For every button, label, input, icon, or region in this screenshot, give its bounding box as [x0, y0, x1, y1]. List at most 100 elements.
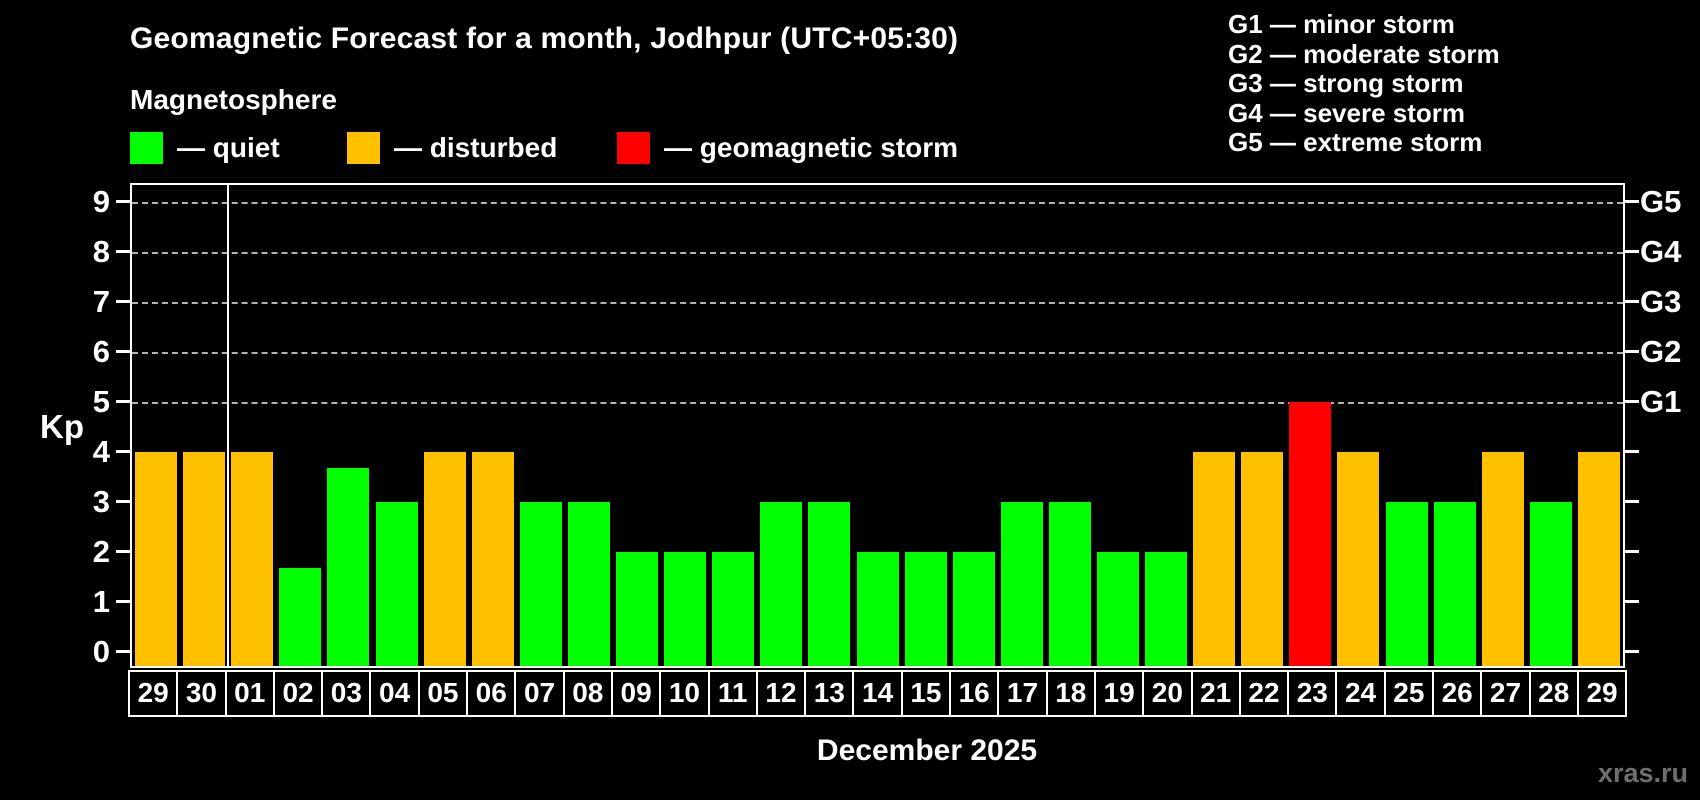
day-label-12: 12 [755, 670, 807, 717]
day-label-18: 18 [1045, 670, 1096, 717]
kp-bar-day-04 [375, 501, 418, 666]
right-axis-label-G5: G5 [1640, 183, 1682, 219]
y-axis-label-9: 9 [92, 183, 110, 219]
kp-bar-day-01 [231, 451, 274, 666]
day-label-23: 23 [1287, 670, 1338, 717]
day-label-13: 13 [804, 670, 855, 717]
x-axis-title: December 2025 [816, 734, 1038, 767]
legend-swatch-storm [617, 132, 650, 164]
day-label-02: 02 [272, 670, 324, 717]
kp-bar-day-25 [1385, 501, 1428, 666]
right-axis-label-G1: G1 [1640, 383, 1682, 419]
day-label-05: 05 [417, 670, 469, 717]
left-axis-tick [116, 250, 130, 253]
left-axis-tick [116, 300, 130, 303]
right-axis-tick [1625, 250, 1639, 253]
legend-item-quiet: — quiet [130, 131, 280, 165]
day-label-09: 09 [610, 670, 662, 717]
gridline-kp-6 [132, 351, 1623, 354]
right-axis-tick [1625, 650, 1639, 653]
right-axis-label-G3: G3 [1640, 283, 1682, 319]
plot-area [130, 183, 1625, 668]
g-scale-legend-line-2: G2 — moderate storm [1228, 38, 1500, 69]
left-axis-tick [116, 200, 130, 203]
chart-title: Geomagnetic Forecast for a month, Jodhpu… [130, 22, 959, 55]
legend-item-storm: — geomagnetic storm [617, 131, 958, 165]
day-label-30: 30 [176, 670, 227, 717]
right-axis-tick [1625, 300, 1639, 303]
kp-bar-day-13 [808, 501, 851, 666]
kp-bar-day-14 [856, 551, 899, 666]
day-label-07: 07 [514, 670, 565, 717]
kp-bar-day-27 [1481, 451, 1524, 666]
left-axis-tick [116, 450, 130, 453]
kp-bar-day-23 [1289, 401, 1332, 666]
right-axis-tick [1625, 600, 1639, 603]
kp-bar-day-07 [519, 501, 562, 666]
day-label-03: 03 [321, 670, 372, 717]
day-label-16: 16 [949, 670, 1000, 717]
day-label-21: 21 [1190, 670, 1241, 717]
day-label-19: 19 [1093, 670, 1145, 717]
right-axis-tick [1625, 450, 1639, 453]
day-label-15: 15 [900, 670, 952, 717]
legend-item-disturbed: — disturbed [347, 131, 557, 165]
day-label-04: 04 [369, 670, 420, 717]
legend-swatch-quiet [130, 132, 163, 164]
y-axis-label-2: 2 [92, 533, 110, 569]
y-axis-title: Kp [40, 408, 84, 445]
kp-bar-day-06 [471, 451, 514, 666]
right-axis-tick [1625, 400, 1639, 403]
kp-bar-day-17 [1000, 501, 1043, 666]
kp-bar-day-03 [327, 468, 370, 666]
right-axis-label-G2: G2 [1640, 333, 1682, 369]
y-axis-label-3: 3 [92, 483, 110, 519]
kp-bar-day-30 [183, 451, 226, 666]
chart-subtitle: Magnetosphere [130, 84, 337, 115]
y-axis-label-5: 5 [92, 383, 110, 419]
day-label-27: 27 [1480, 670, 1531, 717]
day-label-28: 28 [1528, 670, 1579, 717]
gridline-kp-5 [132, 401, 1623, 404]
left-axis-tick [116, 500, 130, 503]
left-axis-tick [116, 600, 130, 603]
right-axis-tick [1625, 550, 1639, 553]
left-axis-tick [116, 400, 130, 403]
watermark: xras.ru [1597, 758, 1688, 788]
kp-bar-day-08 [567, 501, 610, 666]
legend-label-quiet: — quiet [177, 132, 280, 163]
left-axis-tick [116, 650, 130, 653]
day-label-17: 17 [997, 670, 1048, 717]
kp-bar-day-21 [1193, 451, 1236, 666]
gridline-kp-9 [132, 201, 1623, 204]
kp-bar-day-11 [712, 551, 755, 666]
day-label-10: 10 [659, 670, 710, 717]
day-label-01: 01 [224, 670, 275, 717]
y-axis-label-0: 0 [92, 633, 110, 669]
day-label-14: 14 [852, 670, 903, 717]
left-axis-tick [116, 550, 130, 553]
y-axis-label-6: 6 [92, 333, 110, 369]
y-axis-label-7: 7 [92, 283, 110, 319]
g-scale-legend-line-4: G4 — severe storm [1228, 97, 1466, 128]
kp-bar-day-19 [1096, 551, 1139, 666]
y-axis-label-4: 4 [92, 433, 110, 469]
legend-swatch-disturbed [347, 132, 380, 164]
day-label-06: 06 [466, 670, 517, 717]
day-label-26: 26 [1432, 670, 1483, 717]
kp-bar-day-29 [135, 451, 178, 666]
right-axis-tick [1625, 200, 1639, 203]
gridline-kp-8 [132, 251, 1623, 254]
gridline-kp-7 [132, 301, 1623, 304]
g-scale-legend: G1 — minor storm G2 — moderate storm G3 — … [1228, 9, 1500, 158]
legend-label-storm: — geomagnetic storm [664, 132, 959, 163]
day-label-11: 11 [707, 670, 758, 717]
kp-bar-day-09 [616, 551, 659, 666]
kp-bar-day-22 [1241, 451, 1284, 666]
kp-bar-day-10 [664, 551, 707, 666]
kp-bar-day-28 [1529, 501, 1572, 666]
legend-label-disturbed: — disturbed [394, 132, 558, 163]
x-axis-day-labels: 29 30 01 02 03 04 05 06 07 08 09 10 11 12 13 14 15 16 17 18… [128, 670, 1628, 717]
kp-bar-day-20 [1145, 551, 1188, 666]
day-label-29: 29 [1576, 670, 1628, 717]
